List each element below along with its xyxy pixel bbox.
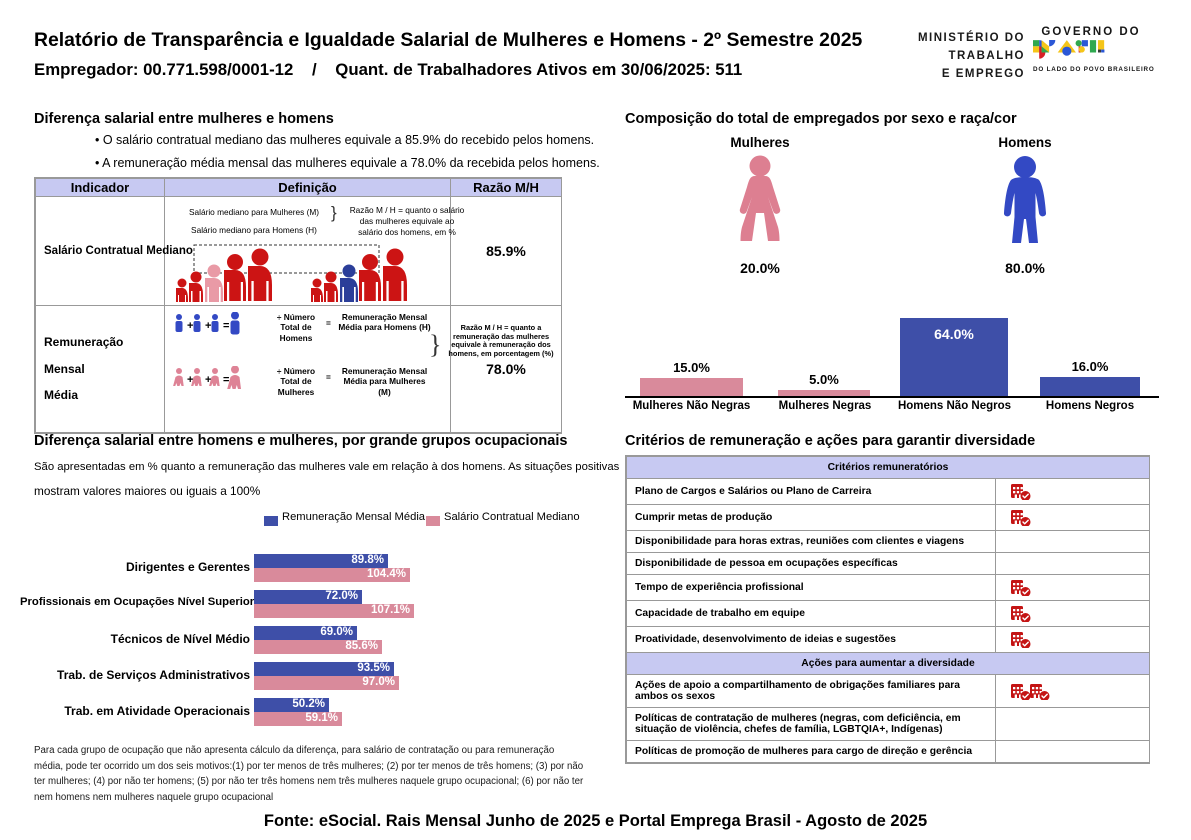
svg-text:+: +	[187, 320, 193, 332]
svg-text:=: =	[223, 320, 229, 332]
svg-text:=: =	[223, 374, 229, 386]
svg-text:+: +	[205, 320, 211, 332]
